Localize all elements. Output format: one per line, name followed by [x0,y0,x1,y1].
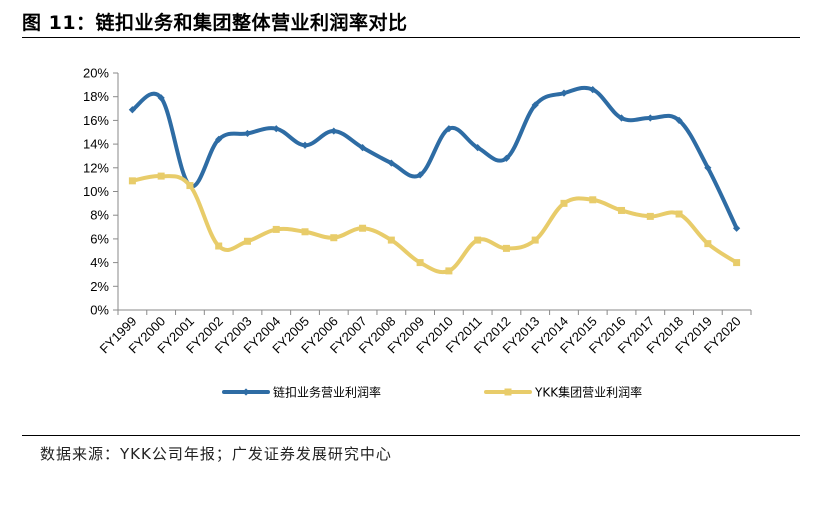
data-point-chain-business [531,101,539,109]
data-point-ykk-group [243,237,251,245]
data-point-chain-business [215,135,223,143]
data-point-chain-business [502,154,511,162]
data-point-chain-business [733,224,741,232]
y-tick-label: 14% [83,137,109,152]
data-point-ykk-group [502,244,510,252]
data-point-chain-business [445,125,453,133]
y-tick-label: 2% [90,279,109,294]
data-point-ykk-group [416,259,424,267]
source-divider [22,435,800,436]
legend-marker-chain-business [242,388,250,396]
data-point-ykk-group [301,228,309,236]
legend-label-chain-business: 链扣业务营业利润率 [273,385,381,400]
source-note: 数据来源：YKK公司年报；广发证券发展研究中心 [40,445,392,463]
data-point-chain-business [704,164,712,172]
y-tick-label: 20% [83,66,109,81]
data-point-chain-business [157,94,165,102]
data-point-chain-business [646,114,654,122]
y-tick-label: 18% [83,89,109,104]
data-point-ykk-group [128,177,136,185]
series-line-chain-business [130,85,739,231]
data-point-ykk-group [733,259,741,267]
data-point-ykk-group [445,267,453,275]
data-point-chain-business [358,144,367,152]
legend-label-ykk-group: YKK集团营业利润率 [534,385,642,400]
y-tick-label: 10% [83,184,109,199]
data-point-ykk-group [387,236,395,244]
data-point-chain-business [387,159,395,167]
data-point-ykk-group [272,225,280,233]
data-point-ykk-group [186,182,194,190]
data-point-chain-business [474,144,482,152]
data-point-chain-business [301,141,309,149]
data-point-ykk-group [618,206,626,214]
y-tick-label: 8% [90,208,109,223]
data-point-ykk-group [589,196,597,204]
data-point-ykk-group [215,242,223,250]
y-tick-label: 12% [83,160,109,175]
data-point-ykk-group [646,212,654,220]
data-point-chain-business [675,116,683,124]
y-tick-label: 4% [90,255,109,270]
data-point-chain-business [272,125,280,133]
chart-title: 图 11：链扣业务和集团整体营业利润率对比 [22,12,408,34]
y-tick-label: 16% [83,113,109,128]
data-point-chain-business [589,85,597,94]
series-line-ykk-group [130,174,739,275]
data-point-ykk-group [560,199,568,207]
data-point-ykk-group [474,236,482,244]
data-point-chain-business [243,129,252,138]
data-point-chain-business [617,114,626,122]
line-chart: 0%2%4%6%8%10%12%14%16%18%20%FY1999FY2000… [83,66,752,400]
data-point-ykk-group [675,210,683,218]
title-divider [22,37,800,38]
y-tick-label: 0% [90,303,109,318]
data-point-ykk-group [704,240,712,248]
data-point-ykk-group [531,236,539,244]
data-point-chain-business [330,127,338,135]
y-tick-label: 6% [90,231,109,246]
data-point-chain-business [416,171,424,179]
data-point-ykk-group [157,172,165,180]
data-point-ykk-group [330,234,338,242]
legend-marker-ykk-group [504,388,512,396]
data-point-ykk-group [359,224,367,232]
data-point-chain-business [560,89,568,97]
data-point-chain-business [128,106,136,114]
